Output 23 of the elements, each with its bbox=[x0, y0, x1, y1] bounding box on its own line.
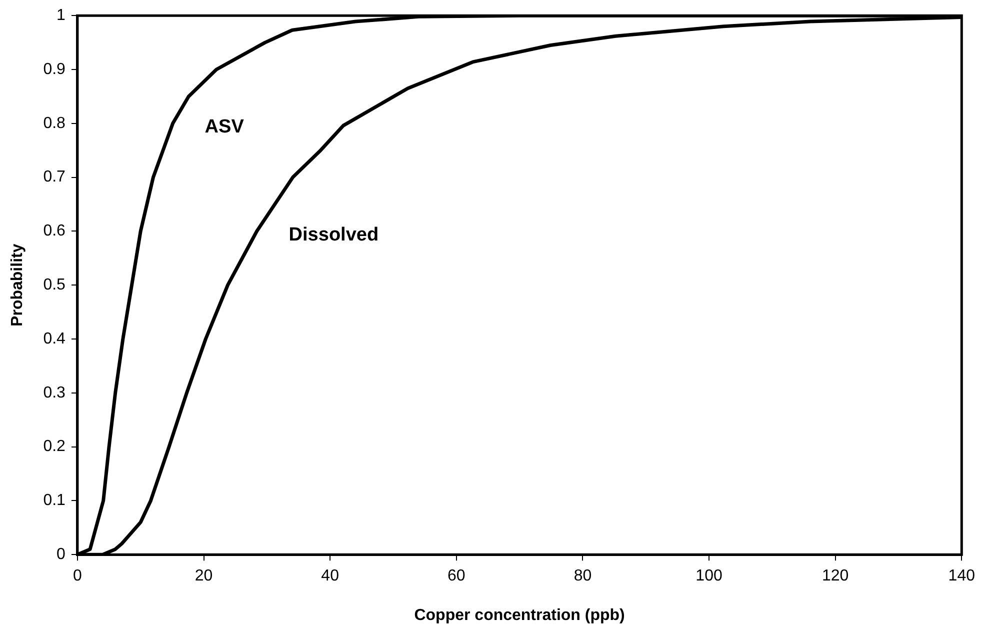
x-tick-label: 80 bbox=[574, 568, 592, 585]
x-tick-label: 60 bbox=[447, 568, 466, 585]
y-tick-label: 0.8 bbox=[43, 114, 66, 132]
y-tick-label: 0.1 bbox=[43, 492, 66, 510]
y-tick-label: 0.7 bbox=[43, 168, 66, 186]
series-label: Dissolved bbox=[288, 224, 379, 246]
x-tick-label: 0 bbox=[72, 568, 82, 585]
y-tick-label: 1 bbox=[56, 7, 66, 24]
x-axis-title: Copper concentration (ppb) bbox=[414, 606, 625, 624]
x-tick-label: 20 bbox=[194, 568, 213, 585]
y-tick-label: 0.9 bbox=[43, 60, 66, 78]
x-tick-label: 120 bbox=[822, 568, 849, 585]
y-tick-label: 0.3 bbox=[43, 384, 66, 402]
x-tick-label: 140 bbox=[948, 568, 976, 585]
series-label: ASV bbox=[204, 116, 244, 138]
x-tick-label: 40 bbox=[321, 568, 340, 585]
y-tick-label: 0.4 bbox=[43, 330, 66, 348]
y-tick-label: 0.6 bbox=[43, 222, 66, 240]
y-tick-label: 0.2 bbox=[43, 438, 66, 456]
x-tick-label: 100 bbox=[696, 568, 722, 585]
y-tick-label: 0 bbox=[56, 546, 66, 564]
y-axis-title: Probability bbox=[9, 244, 26, 326]
y-tick-label: 0.5 bbox=[43, 276, 66, 294]
